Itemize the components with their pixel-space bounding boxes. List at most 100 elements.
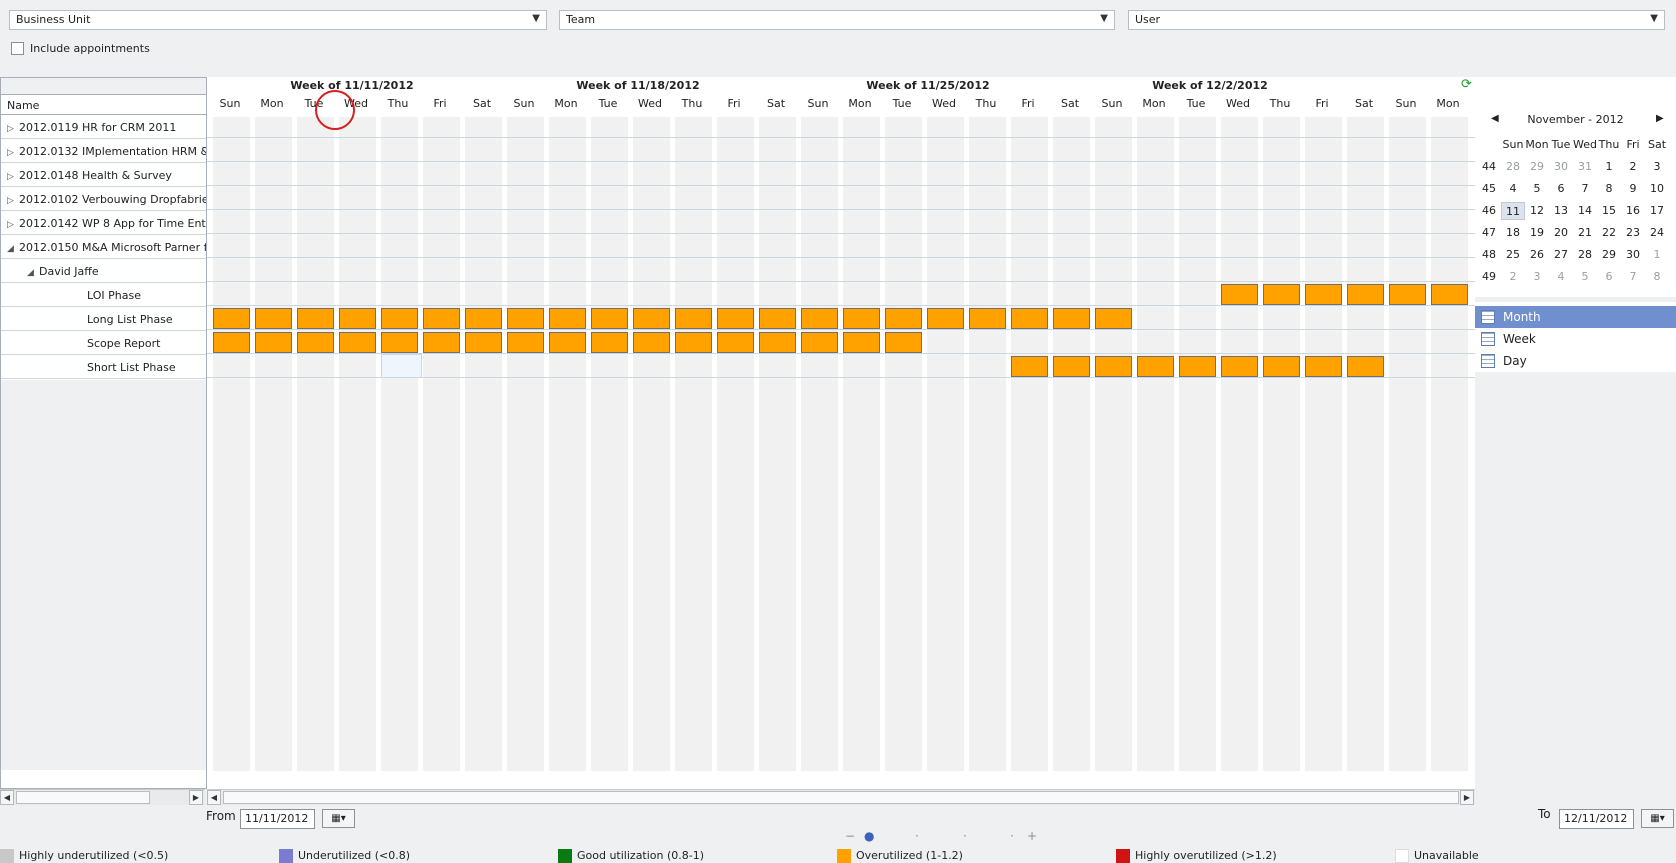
tree-row[interactable]: ▷ 2012.0102 Verbouwing Dropfabriek — [1, 187, 206, 211]
allocation-bar[interactable] — [255, 308, 292, 329]
calendar-day[interactable]: 18 — [1506, 226, 1520, 239]
calendar-day[interactable]: 29 — [1602, 248, 1616, 261]
allocation-bar[interactable] — [339, 332, 376, 353]
allocation-bar[interactable] — [297, 308, 334, 329]
allocation-bar[interactable] — [1053, 308, 1090, 329]
scroll-right-icon[interactable]: ▶ — [189, 790, 203, 805]
collapse-icon[interactable]: ◢ — [27, 268, 34, 278]
day-column[interactable] — [759, 117, 796, 771]
left-horizontal-scrollbar[interactable]: ◀ ▶ — [0, 789, 205, 805]
calendar-day[interactable]: 7 — [1629, 270, 1637, 283]
calendar-day[interactable]: 7 — [1581, 182, 1589, 195]
allocation-bar[interactable] — [759, 332, 796, 353]
allocation-bar[interactable] — [507, 308, 544, 329]
day-column[interactable] — [1053, 117, 1090, 771]
day-column[interactable] — [339, 117, 376, 771]
day-column[interactable] — [843, 117, 880, 771]
allocation-bar[interactable] — [969, 308, 1006, 329]
day-column[interactable] — [1431, 117, 1468, 771]
name-column-header[interactable]: Name — [1, 95, 206, 115]
user-dropdown[interactable]: User ▼ — [1128, 10, 1665, 30]
calendar-day[interactable]: 5 — [1581, 270, 1589, 283]
calendar-day[interactable]: 1 — [1605, 160, 1613, 173]
scrollbar-thumb[interactable] — [16, 791, 150, 804]
calendar-day[interactable]: 28 — [1506, 160, 1520, 173]
to-date-input[interactable]: 12/11/2012 — [1559, 809, 1634, 829]
calendar-day[interactable]: 23 — [1626, 226, 1640, 239]
scroll-left-icon[interactable]: ◀ — [207, 790, 221, 805]
calendar-day[interactable]: 20 — [1554, 226, 1568, 239]
business-unit-dropdown[interactable]: Business Unit ▼ — [9, 10, 547, 30]
allocation-bar[interactable] — [885, 332, 922, 353]
tree-row[interactable]: ▷ 2012.0148 Health & Survey — [1, 163, 206, 187]
view-week[interactable]: Week — [1475, 328, 1676, 350]
calendar-day[interactable]: 3 — [1533, 270, 1541, 283]
expand-icon[interactable]: ▷ — [7, 220, 14, 230]
day-column[interactable] — [969, 117, 1006, 771]
calendar-day[interactable]: 25 — [1506, 248, 1520, 261]
calendar-day[interactable]: 27 — [1554, 248, 1568, 261]
from-date-picker-button[interactable]: ▦▾ — [322, 809, 355, 828]
calendar-day[interactable]: 3 — [1653, 160, 1661, 173]
calendar-day[interactable]: 4 — [1509, 182, 1517, 195]
refresh-icon[interactable]: ⟳ — [1461, 77, 1472, 92]
tree-row[interactable]: ◢ David Jaffe — [1, 259, 206, 283]
calendar-day[interactable]: 30 — [1554, 160, 1568, 173]
calendar-day[interactable]: 2 — [1629, 160, 1637, 173]
allocation-bar[interactable] — [885, 308, 922, 329]
calendar-day[interactable]: 12 — [1530, 204, 1544, 217]
tree-row[interactable]: Scope Report — [1, 331, 206, 355]
allocation-bar[interactable] — [633, 308, 670, 329]
day-column[interactable] — [1347, 117, 1384, 771]
day-column[interactable] — [675, 117, 712, 771]
day-column[interactable] — [591, 117, 628, 771]
calendar-day[interactable]: 9 — [1629, 182, 1637, 195]
calendar-day[interactable]: 21 — [1578, 226, 1592, 239]
day-column[interactable] — [1221, 117, 1258, 771]
allocation-bar[interactable] — [675, 332, 712, 353]
calendar-day[interactable]: 6 — [1605, 270, 1613, 283]
allocation-bar[interactable] — [1221, 356, 1258, 377]
allocation-bar[interactable] — [1305, 356, 1342, 377]
allocation-bar[interactable] — [423, 308, 460, 329]
day-column[interactable] — [465, 117, 502, 771]
allocation-bar[interactable] — [1095, 308, 1132, 329]
allocation-bar[interactable] — [759, 308, 796, 329]
allocation-bar[interactable] — [633, 332, 670, 353]
calendar-day[interactable]: 11 — [1501, 202, 1525, 220]
allocation-bar[interactable] — [801, 332, 838, 353]
allocation-bar[interactable] — [1347, 284, 1384, 305]
allocation-bar[interactable] — [1137, 356, 1174, 377]
tree-row[interactable]: Long List Phase — [1, 307, 206, 331]
allocation-bar[interactable] — [1011, 308, 1048, 329]
calendar-day[interactable]: 2 — [1509, 270, 1517, 283]
calendar-day[interactable]: 22 — [1602, 226, 1616, 239]
calendar-day[interactable]: 13 — [1554, 204, 1568, 217]
tree-row[interactable]: ▷ 2012.0132 IMplementation HRM & Payroll — [1, 139, 206, 163]
day-column[interactable] — [1095, 117, 1132, 771]
day-column[interactable] — [801, 117, 838, 771]
allocation-bar[interactable] — [1305, 284, 1342, 305]
day-column[interactable] — [1179, 117, 1216, 771]
chevron-left-icon[interactable]: ◀ — [1491, 113, 1499, 124]
allocation-bar[interactable] — [1347, 356, 1384, 377]
allocation-bar[interactable] — [1011, 356, 1048, 377]
day-column[interactable] — [423, 117, 460, 771]
calendar-day[interactable]: 8 — [1605, 182, 1613, 195]
allocation-bar[interactable] — [717, 332, 754, 353]
view-month[interactable]: Month — [1475, 306, 1676, 328]
calendar-day[interactable]: 1 — [1653, 248, 1661, 261]
day-column[interactable] — [1263, 117, 1300, 771]
allocation-bar[interactable] — [213, 308, 250, 329]
calendar-day[interactable]: 17 — [1650, 204, 1664, 217]
calendar-day[interactable]: 4 — [1557, 270, 1565, 283]
tree-row[interactable]: LOI Phase — [1, 283, 206, 307]
scrollbar-thumb[interactable] — [223, 791, 1459, 804]
from-date-input[interactable]: 11/11/2012 — [240, 809, 315, 829]
calendar-day[interactable]: 10 — [1650, 182, 1664, 195]
view-day[interactable]: Day — [1475, 350, 1676, 372]
calendar-day[interactable]: 14 — [1578, 204, 1592, 217]
calendar-day[interactable]: 8 — [1653, 270, 1661, 283]
day-column[interactable] — [1011, 117, 1048, 771]
allocation-bar[interactable] — [1263, 284, 1300, 305]
